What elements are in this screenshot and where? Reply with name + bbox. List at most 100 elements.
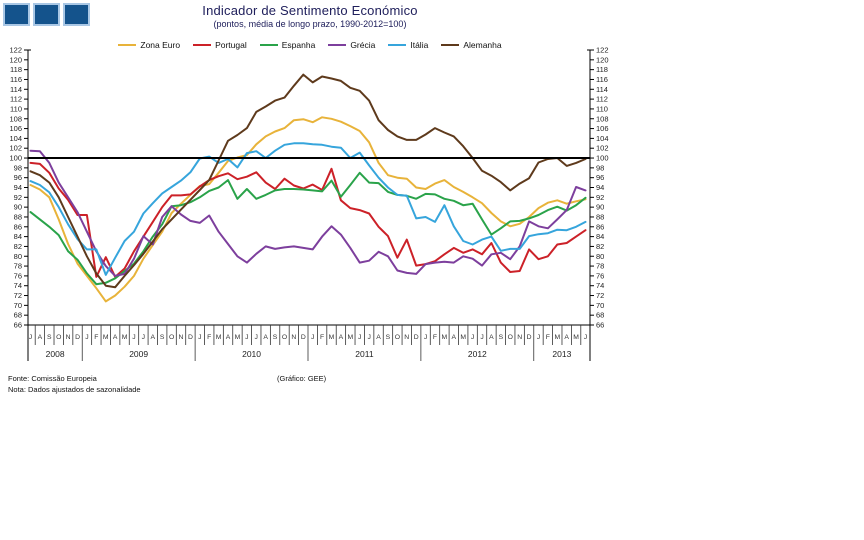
y-tick-label-right: 86	[596, 222, 604, 231]
month-label: S	[273, 334, 278, 341]
y-tick-label-right: 100	[596, 154, 609, 163]
month-label: J	[537, 334, 540, 341]
month-label: M	[554, 334, 560, 341]
seasonality-note: Nota: Dados ajustados de sazonalidade	[8, 385, 141, 394]
month-label: F	[546, 334, 550, 341]
month-label: A	[339, 334, 344, 341]
legend-label-alemanha: Alemanha	[463, 40, 502, 50]
y-tick-label-left: 108	[9, 114, 22, 123]
logo-square	[63, 3, 90, 26]
legend-label-grecia: Grécia	[350, 40, 376, 50]
year-label-2011: 2011	[355, 349, 374, 359]
logo-square	[3, 3, 30, 26]
y-tick-label-left: 114	[10, 85, 22, 94]
series-line-grecia	[29, 149, 587, 277]
y-tick-label-right: 118	[596, 65, 608, 74]
month-label: O	[282, 334, 287, 341]
y-tick-label-left: 110	[10, 104, 22, 113]
month-label: J	[142, 334, 145, 341]
y-tick-label-right: 84	[596, 232, 604, 241]
y-tick-label-left: 98	[14, 163, 22, 172]
y-tick-label-left: 66	[14, 321, 22, 330]
month-label: J	[584, 334, 587, 341]
month-label: A	[376, 334, 381, 341]
series-line-portugal	[29, 161, 587, 278]
month-label: M	[347, 334, 353, 341]
legend-item-italia: Itália	[388, 40, 428, 50]
month-label: N	[291, 334, 296, 341]
y-tick-label-right: 108	[596, 114, 609, 123]
month-label: J	[255, 334, 258, 341]
month-label: M	[460, 334, 466, 341]
y-tick-label-right: 114	[596, 85, 608, 94]
y-tick-label-left: 92	[14, 193, 22, 202]
month-label: A	[38, 334, 43, 341]
month-label: S	[499, 334, 504, 341]
month-label: F	[320, 334, 324, 341]
month-label: N	[179, 334, 184, 341]
y-tick-label-right: 90	[596, 203, 604, 212]
month-label: J	[367, 334, 370, 341]
y-tick-label-right: 82	[596, 242, 604, 251]
y-tick-label-right: 120	[596, 55, 609, 64]
y-tick-label-left: 78	[14, 262, 22, 271]
y-tick-label-left: 96	[14, 173, 22, 182]
month-label: A	[226, 334, 231, 341]
month-label: A	[452, 334, 457, 341]
legend-item-portugal: Portugal	[193, 40, 247, 50]
series-line-zona-euro	[29, 116, 587, 303]
y-tick-label-left: 104	[9, 134, 22, 143]
month-label: O	[56, 334, 61, 341]
month-label: J	[358, 334, 361, 341]
y-tick-label-left: 68	[14, 311, 22, 320]
y-tick-label-right: 112	[596, 95, 608, 104]
month-label: M	[216, 334, 222, 341]
legend-label-zona-euro: Zona Euro	[140, 40, 181, 50]
month-label: F	[94, 334, 98, 341]
y-tick-label-right: 68	[596, 311, 604, 320]
month-label: S	[47, 334, 52, 341]
y-tick-label-left: 106	[9, 124, 22, 133]
y-tick-label-left: 82	[14, 242, 22, 251]
y-tick-label-left: 72	[14, 291, 22, 300]
legend-item-grecia: Grécia	[328, 40, 375, 50]
y-tick-label-right: 94	[596, 183, 604, 192]
y-tick-label-right: 92	[596, 193, 604, 202]
y-tick-label-right: 104	[596, 134, 609, 143]
month-label: D	[188, 334, 193, 341]
y-tick-label-left: 116	[10, 75, 22, 84]
chart-title: Indicador de Sentimento Económico	[202, 3, 418, 18]
y-tick-label-right: 74	[596, 281, 604, 290]
month-label: N	[517, 334, 522, 341]
month-label: D	[414, 334, 419, 341]
month-label: O	[508, 334, 513, 341]
month-label: J	[471, 334, 474, 341]
legend-swatch-alemanha	[441, 43, 460, 47]
y-tick-label-left: 118	[10, 65, 22, 74]
legend-swatch-portugal	[193, 43, 212, 47]
month-label: N	[66, 334, 71, 341]
month-label: J	[85, 334, 88, 341]
y-tick-label-right: 72	[596, 291, 604, 300]
y-tick-label-left: 120	[9, 55, 22, 64]
month-label: D	[75, 334, 80, 341]
legend-swatch-grecia	[328, 43, 347, 47]
y-tick-label-left: 112	[10, 95, 22, 104]
legend-item-zona-euro: Zona Euro	[118, 40, 180, 50]
year-label-2009: 2009	[129, 349, 148, 359]
y-tick-label-right: 88	[596, 212, 604, 221]
month-label: N	[404, 334, 409, 341]
month-label: J	[424, 334, 427, 341]
y-tick-label-right: 102	[596, 144, 609, 153]
legend-item-espanha: Espanha	[259, 40, 316, 50]
month-label: A	[564, 334, 569, 341]
legend: Zona Euro Portugal Espanha Grécia Itália Alem…	[30, 40, 590, 50]
y-tick-label-left: 84	[14, 232, 22, 241]
legend-label-italia: Itália	[410, 40, 429, 50]
logo-squares	[3, 3, 90, 26]
y-tick-label-left: 90	[14, 203, 22, 212]
legend-label-espanha: Espanha	[281, 40, 316, 50]
series-line-alemanha	[29, 73, 587, 289]
month-label: J	[198, 334, 201, 341]
